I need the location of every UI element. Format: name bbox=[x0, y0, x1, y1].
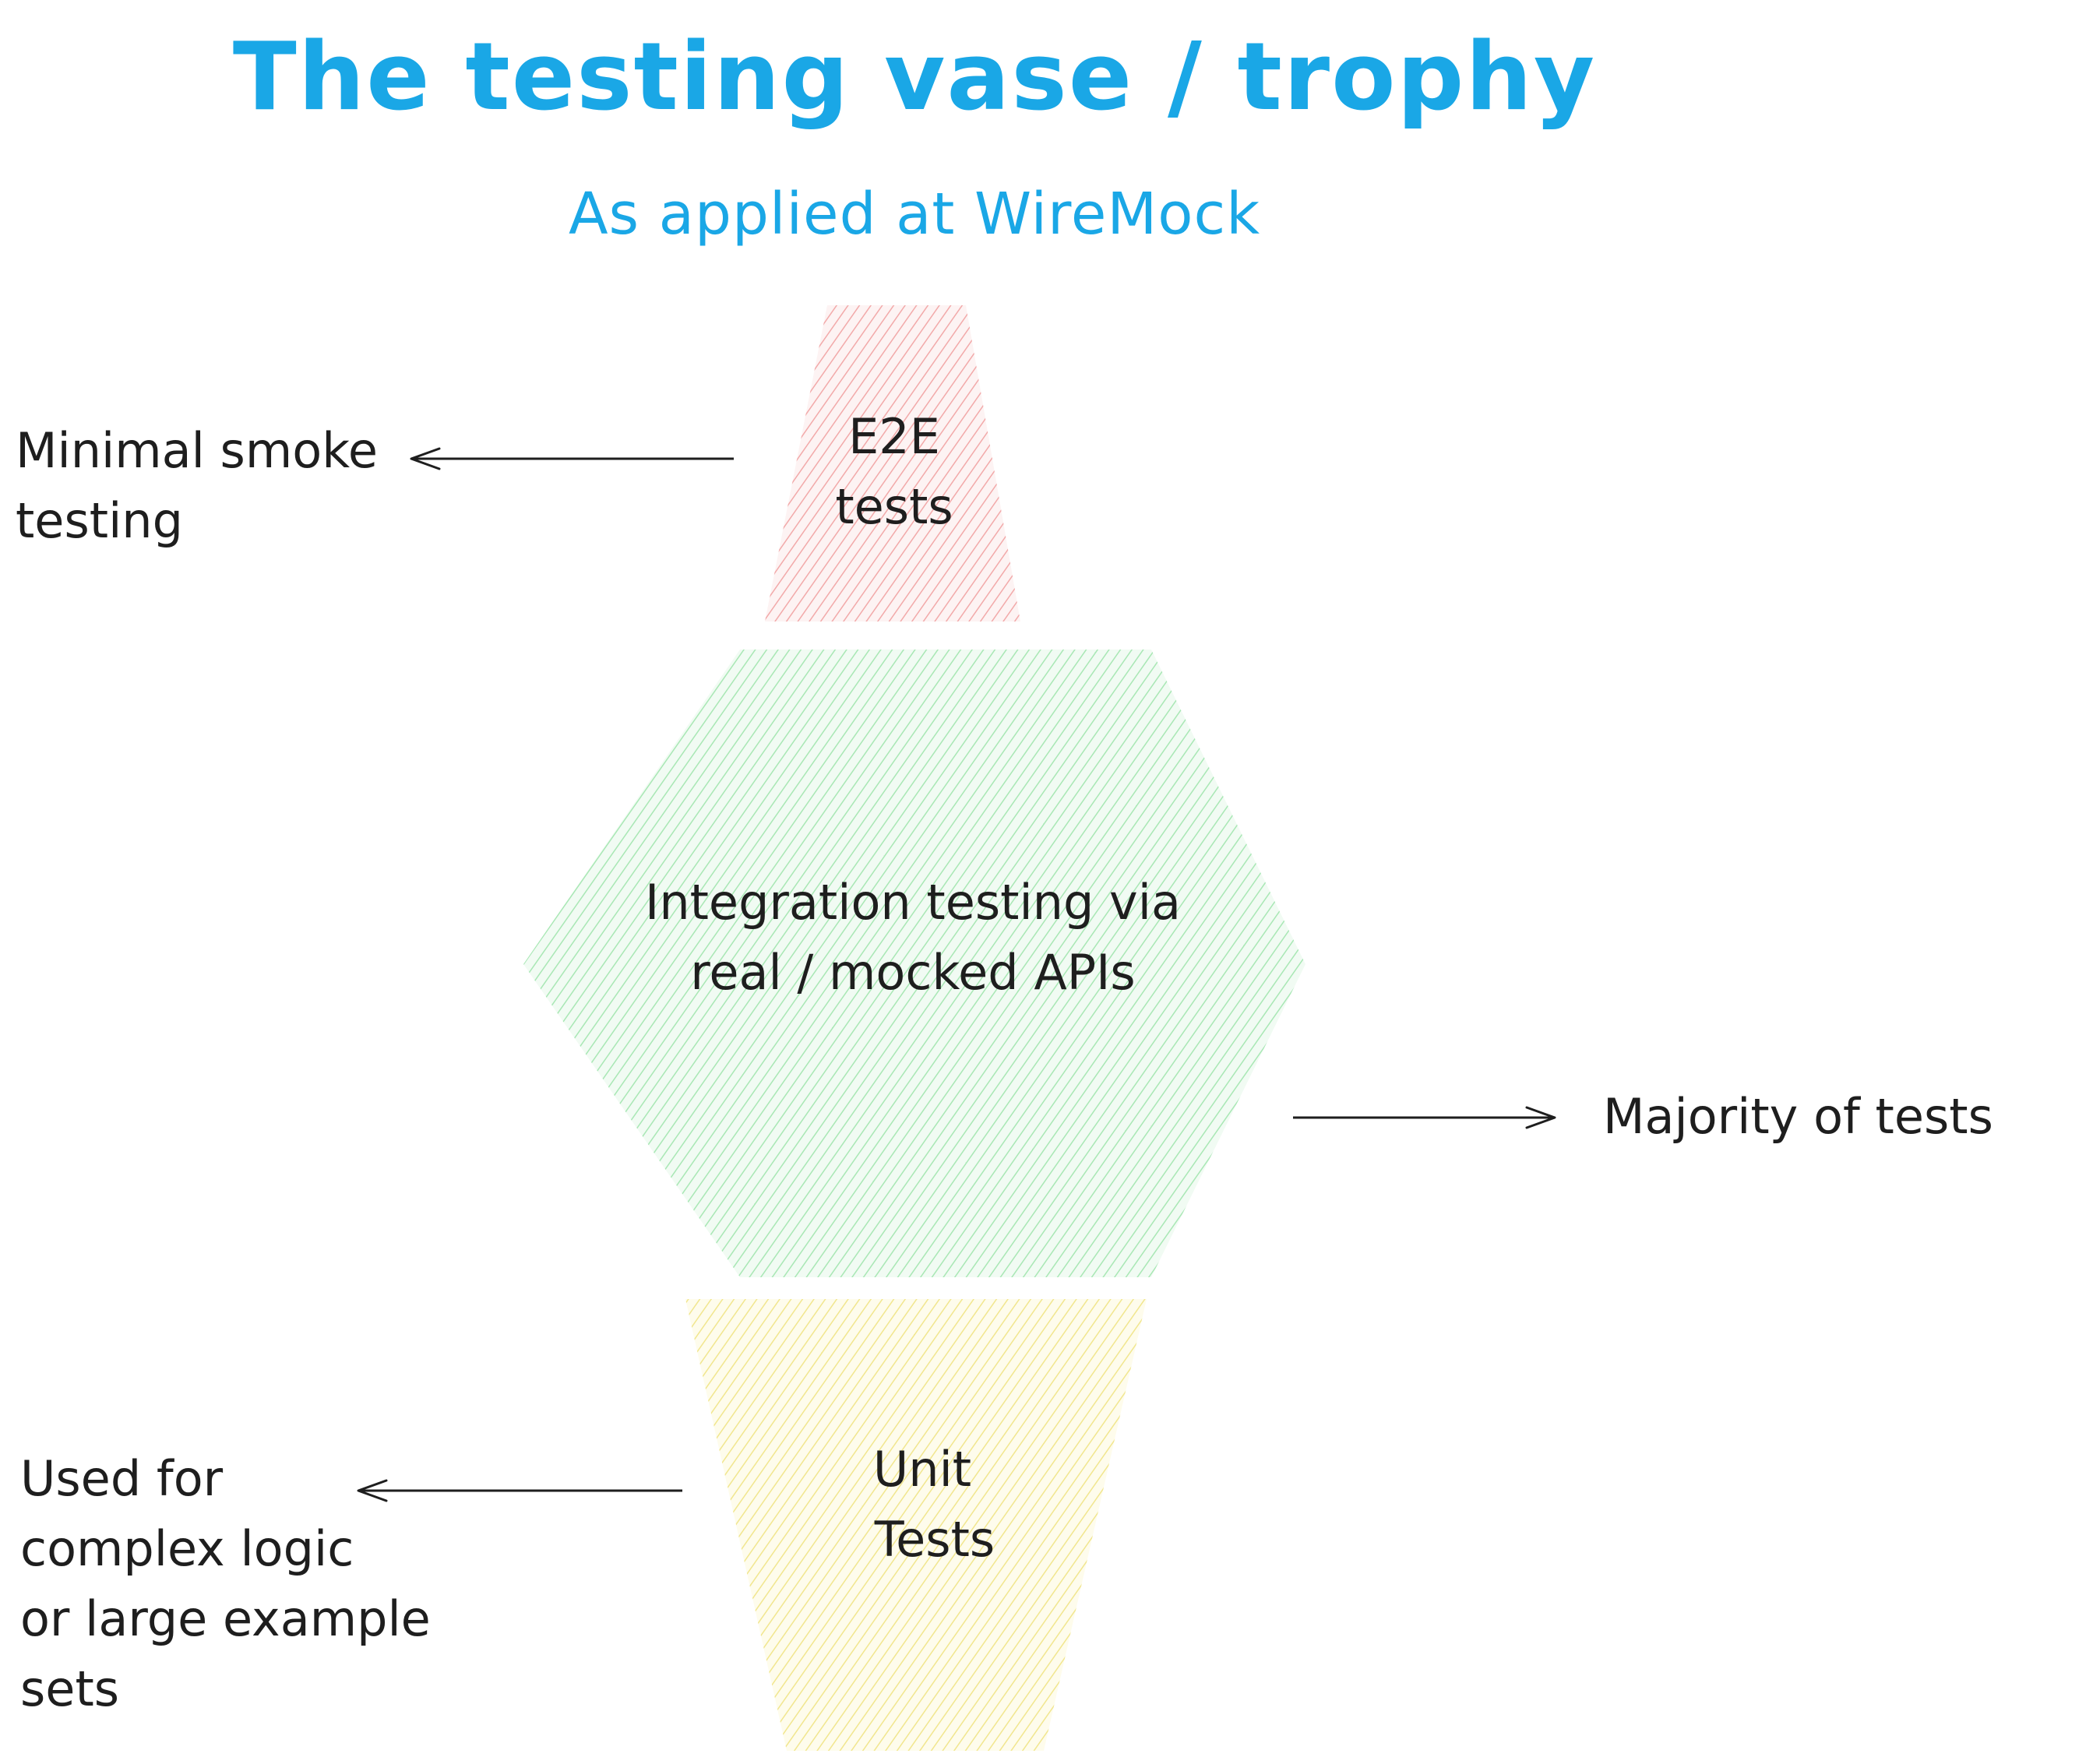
unit-layer-label-line2: Tests bbox=[874, 1511, 995, 1568]
e2e-layer-label-line2: tests bbox=[835, 478, 953, 535]
unit-note-line2: complex logic bbox=[20, 1520, 354, 1577]
unit-note-line3: or large example bbox=[20, 1590, 431, 1647]
e2e-layer-label-line1: E2E bbox=[848, 408, 940, 465]
page-subtitle: As applied at WireMock bbox=[569, 181, 1260, 248]
unit-layer-label-line1: Unit bbox=[873, 1441, 971, 1498]
integration-layer-label-line2: real / mocked APIs bbox=[690, 944, 1136, 1001]
integration-layer-shape bbox=[523, 650, 1305, 1277]
integration-note-line1: Majority of tests bbox=[1603, 1088, 1993, 1145]
e2e-note-line1: Minimal smoke bbox=[16, 422, 378, 479]
page-title: The testing vase / trophy bbox=[233, 23, 1596, 132]
unit-layer-shape bbox=[685, 1299, 1147, 1751]
e2e-note-line2: testing bbox=[16, 492, 183, 549]
unit-note-line4: sets bbox=[20, 1660, 119, 1717]
integration-layer-label-line1: Integration testing via bbox=[645, 874, 1181, 931]
e2e-layer-shape bbox=[765, 305, 1020, 621]
unit-note-line1: Used for bbox=[20, 1450, 224, 1507]
